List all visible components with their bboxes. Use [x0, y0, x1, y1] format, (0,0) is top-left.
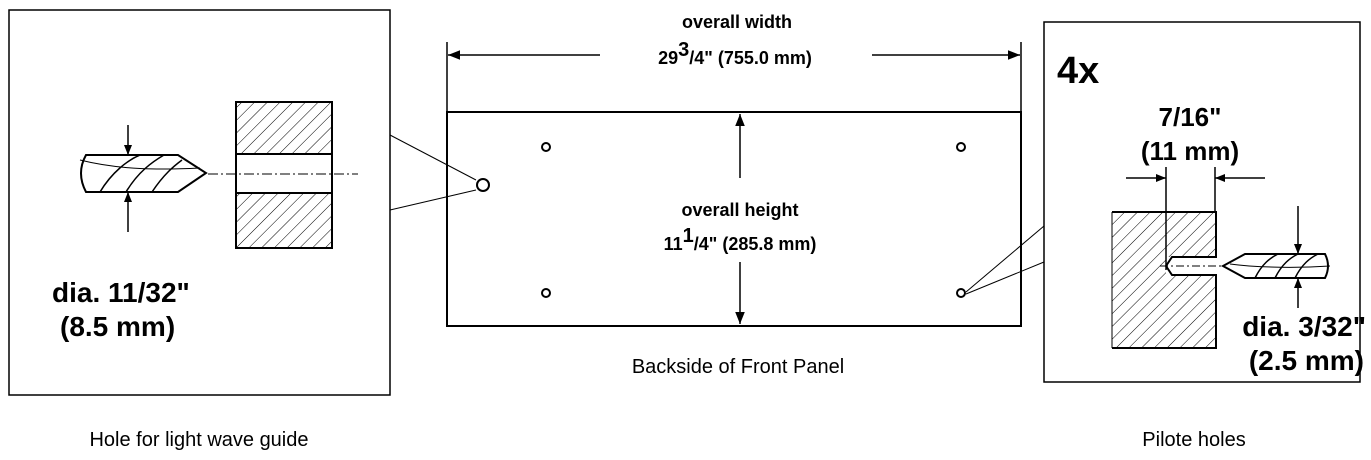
right-callout-bottom: [965, 261, 1045, 295]
width-whole: 29: [658, 48, 678, 68]
left-callout-bottom: [389, 189, 477, 211]
panel-wall-section: [235, 101, 333, 249]
light-guide-hole: [476, 178, 490, 192]
depth-label: 7/16": [1159, 102, 1222, 132]
right-detail-frame: [1043, 21, 1361, 383]
left-diameter-label: dia. 11/32": [52, 277, 190, 308]
width-fraction-rest: /4" (755.0 mm): [689, 48, 812, 68]
pilot-hole-top-right: [956, 142, 966, 152]
height-whole: 11: [664, 234, 683, 254]
pilot-drill-bit-icon: [1220, 253, 1331, 279]
left-detail-frame: [8, 9, 391, 396]
pilot-hole-bottom-right: [956, 288, 966, 298]
pilot-diameter-mm: (2.5 mm): [1249, 345, 1364, 376]
width-value: 293/4" (755.0 mm): [658, 39, 812, 68]
height-value: 111/4" (285.8 mm): [664, 225, 817, 254]
pilot-diameter-label: dia. 3/32": [1242, 311, 1366, 342]
right-callout-top: [965, 225, 1045, 293]
right-caption: Pilote holes: [1142, 429, 1245, 451]
left-callout-top: [389, 134, 477, 181]
pilot-hole-top-left: [541, 142, 551, 152]
left-diameter-mm: (8.5 mm): [60, 311, 175, 342]
height-fraction-rest: /4" (285.8 mm): [694, 234, 817, 254]
panel-outline: [446, 111, 1022, 327]
left-detail: dia. 11/32" (8.5 mm): [8, 9, 391, 396]
quantity-label: 4x: [1057, 50, 1099, 92]
pilot-wall-section: [1111, 211, 1217, 349]
width-fraction-numerator: 3: [678, 39, 689, 61]
depth-mm: (11 mm): [1141, 136, 1239, 166]
pilot-hole-bottom-left: [541, 288, 551, 298]
right-detail: 4x 7/16" (11 mm) dia. 3/32" (2.5 mm): [1043, 21, 1366, 383]
front-panel: overall width 293/4" (755.0 mm) overall …: [446, 12, 1022, 378]
height-title: overall height: [681, 200, 798, 220]
panel-caption: Backside of Front Panel: [632, 356, 844, 378]
drill-bit-icon: [79, 154, 208, 193]
left-caption: Hole for light wave guide: [89, 429, 308, 451]
width-title: overall width: [682, 12, 792, 32]
height-fraction-numerator: 1: [683, 225, 694, 247]
